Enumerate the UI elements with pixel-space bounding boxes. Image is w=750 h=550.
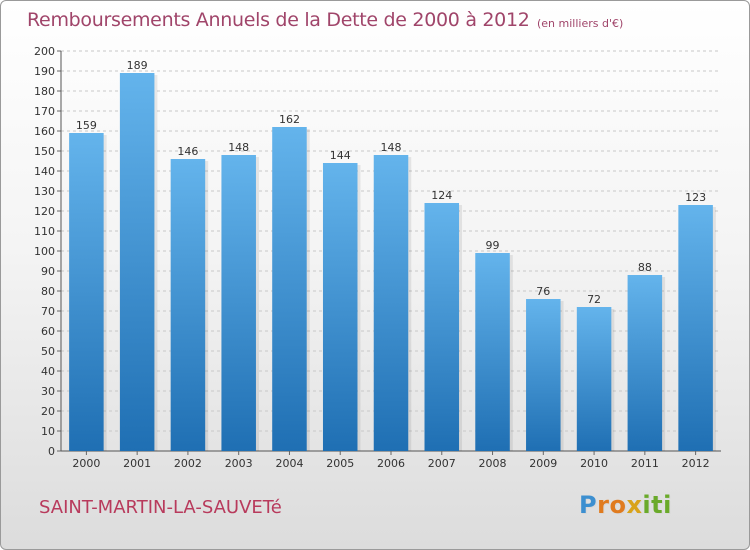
x-tick-label: 2011 [631, 457, 659, 470]
bar [526, 299, 561, 451]
bar [322, 163, 358, 451]
data-label: 124 [431, 189, 452, 202]
x-tick-label: 2001 [123, 457, 151, 470]
bar [119, 73, 155, 451]
y-tick-label: 150 [34, 145, 55, 158]
logo-letter: i [642, 491, 652, 519]
y-tick-label: 130 [34, 185, 55, 198]
y-tick-label: 20 [41, 405, 55, 418]
y-tick-label: 140 [34, 165, 55, 178]
y-tick-label: 160 [34, 125, 55, 138]
x-tick-label: 2005 [326, 457, 354, 470]
y-tick-label: 90 [41, 265, 55, 278]
data-label: 162 [279, 113, 300, 126]
y-tick-label: 100 [34, 245, 55, 258]
y-tick-label: 170 [34, 105, 55, 118]
x-tick-label: 2009 [529, 457, 557, 470]
y-tick-label: 110 [34, 225, 55, 238]
logo-letter: P [579, 491, 598, 519]
data-label: 99 [486, 239, 500, 252]
bar [69, 133, 104, 451]
y-tick-label: 50 [41, 345, 55, 358]
commune-name: SAINT-MARTIN-LA-SAUVETé [39, 497, 282, 518]
x-tick-label: 2002 [174, 457, 202, 470]
logo-letter: o [609, 491, 627, 519]
logo-letter: i [663, 491, 672, 519]
data-label: 159 [76, 119, 97, 132]
y-tick-label: 0 [48, 445, 55, 458]
x-tick-label: 2008 [479, 457, 507, 470]
bar [576, 307, 612, 451]
y-tick-label: 40 [41, 365, 55, 378]
proxiti-logo: Proxiti [579, 491, 672, 519]
data-label: 189 [127, 59, 148, 72]
bar [373, 155, 409, 451]
data-label: 72 [587, 293, 601, 306]
y-tick-label: 60 [41, 325, 55, 338]
y-tick-label: 70 [41, 305, 55, 318]
y-tick-label: 10 [41, 425, 55, 438]
bar [424, 203, 460, 451]
chart-subtitle: (en milliers d'€) [537, 17, 624, 30]
logo-letter: t [651, 491, 664, 519]
logo-letter: r [597, 491, 610, 519]
bar [170, 159, 206, 451]
logo-letter: x [626, 491, 643, 519]
data-label: 144 [330, 149, 351, 162]
y-tick-label: 120 [34, 205, 55, 218]
chart-title: Remboursements Annuels de la Dette de 20… [27, 9, 530, 31]
y-tick-label: 80 [41, 285, 55, 298]
bar [678, 205, 713, 451]
x-tick-label: 2010 [580, 457, 608, 470]
labels: 0 10 20 30 40 50 60 70 80 90 100 110 120 130 140 150 160… [34, 45, 710, 470]
data-label: 148 [381, 141, 402, 154]
y-tick-label: 30 [41, 385, 55, 398]
x-tick-label: 2003 [225, 457, 253, 470]
x-tick-label: 2012 [682, 457, 710, 470]
data-label: 76 [536, 285, 550, 298]
x-tick-label: 2006 [377, 457, 405, 470]
x-tick-label: 2004 [275, 457, 303, 470]
bar [272, 127, 307, 451]
bar [475, 253, 510, 451]
y-tick-label: 180 [34, 85, 55, 98]
data-label: 146 [177, 145, 198, 158]
x-tick-label: 2007 [428, 457, 456, 470]
data-label: 148 [228, 141, 249, 154]
data-label: 123 [685, 191, 706, 204]
data-label: 88 [638, 261, 652, 274]
bar [221, 155, 256, 451]
bar [627, 275, 663, 451]
bars [69, 73, 716, 451]
y-tick-label: 200 [34, 45, 55, 58]
x-tick-label: 2000 [72, 457, 100, 470]
y-tick-label: 190 [34, 65, 55, 78]
